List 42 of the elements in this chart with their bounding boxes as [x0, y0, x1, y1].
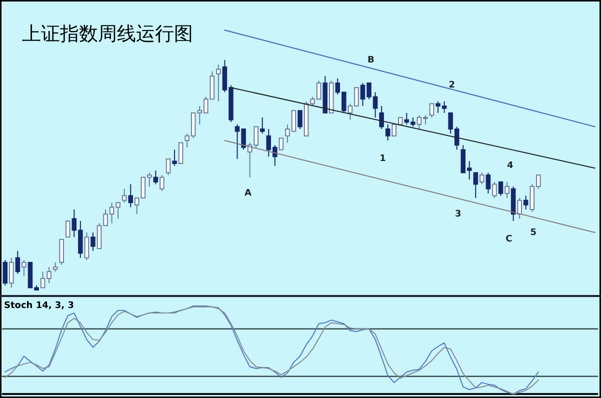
candlestick [498, 181, 504, 196]
candlestick [379, 106, 384, 130]
candlestick [166, 158, 171, 176]
candlestick [153, 170, 158, 185]
candlestick [178, 142, 184, 164]
candlestick [84, 232, 90, 261]
candlestick [128, 184, 133, 208]
annotation: 5 [530, 228, 537, 238]
candlestick [492, 181, 497, 198]
candlestick [59, 238, 64, 266]
candlestick [65, 220, 70, 238]
candlestick [486, 172, 491, 194]
candlestick [260, 117, 265, 134]
candlestick [298, 110, 302, 130]
candlestick [9, 257, 14, 288]
candlestick [172, 149, 177, 166]
candlestick [517, 198, 522, 220]
annotation: 2 [448, 80, 455, 91]
candlestick [22, 260, 26, 277]
chart-title: Stoch 14, 3, 3 [4, 301, 74, 311]
candlestick [216, 64, 221, 102]
candlestick [473, 172, 478, 198]
candlestick [2, 260, 8, 286]
candlestick [90, 232, 96, 252]
annotation: 3 [454, 209, 462, 220]
candlestick [392, 124, 396, 136]
candlestick [278, 138, 284, 150]
candlestick [504, 181, 510, 198]
annotation: A [244, 188, 252, 199]
candlestick [52, 262, 58, 272]
candlestick [523, 195, 528, 210]
candlestick [122, 188, 127, 204]
annotation: B [367, 55, 374, 66]
candlestick [160, 174, 164, 192]
annotation: 4 [507, 161, 514, 172]
candlestick [385, 124, 390, 141]
annotation: 1 [380, 154, 386, 164]
chart-title: 上证指数周线运行图 [22, 23, 193, 45]
candlestick [15, 250, 20, 274]
candlestick [429, 103, 434, 118]
annotation: C [506, 234, 513, 245]
candlestick [480, 172, 484, 185]
